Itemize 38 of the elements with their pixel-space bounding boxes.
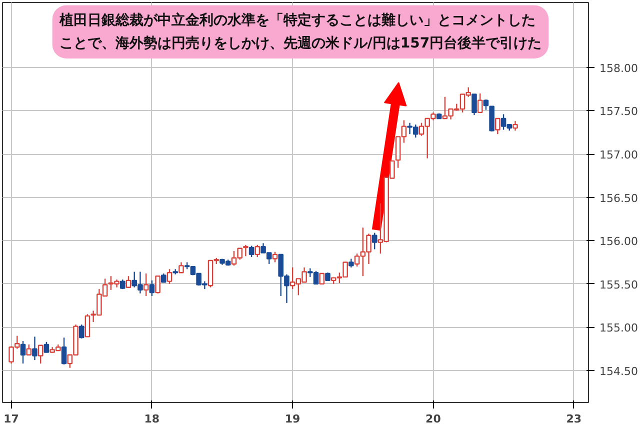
x-tick-label: 23 <box>566 412 582 425</box>
candlestick <box>26 344 32 356</box>
candlestick <box>84 314 90 338</box>
candlestick <box>166 268 172 284</box>
candlestick <box>272 251 278 263</box>
candlestick <box>477 92 483 114</box>
y-tick-label: 158.00 <box>600 62 638 75</box>
x-tick-label: 20 <box>426 412 442 425</box>
x-tick-label: 17 <box>4 412 19 425</box>
y-tick-label: 157.50 <box>600 105 638 118</box>
candlestick <box>248 245 254 258</box>
y-tick-label: 157.00 <box>600 148 638 162</box>
candlestick <box>372 232 378 250</box>
y-tick-label: 156.00 <box>600 235 638 248</box>
candlestick <box>178 262 184 274</box>
x-tick-label: 19 <box>284 412 300 425</box>
candlestick <box>20 340 26 364</box>
annotation: 植田日銀総裁が中立金利の水準を「特定することは難しい」とコメントしたことで、海外勢は円売りをしかけ、先週の米ドル/円は157円台後半で引けた <box>58 11 542 52</box>
candlestick <box>38 344 44 364</box>
candlestick <box>32 336 38 361</box>
candlestick <box>143 272 149 297</box>
x-tick-label: 18 <box>144 412 160 425</box>
candlestick <box>155 275 160 294</box>
candlestick <box>319 272 325 284</box>
candlestick <box>149 280 155 297</box>
candlestick <box>254 244 260 258</box>
candlestick <box>44 341 50 353</box>
candlestick <box>495 118 500 135</box>
candlestick <box>78 324 84 340</box>
y-tick-label: 154.50 <box>600 364 638 378</box>
candlestick <box>243 244 248 257</box>
y-tick-label: 155.50 <box>600 278 638 292</box>
candlestick <box>61 336 67 366</box>
y-tick-label: 155.00 <box>600 322 638 335</box>
y-tick-label: 156.50 <box>600 192 638 205</box>
candlestick <box>472 94 477 116</box>
candlestick <box>512 120 518 132</box>
candlestick <box>126 275 132 288</box>
